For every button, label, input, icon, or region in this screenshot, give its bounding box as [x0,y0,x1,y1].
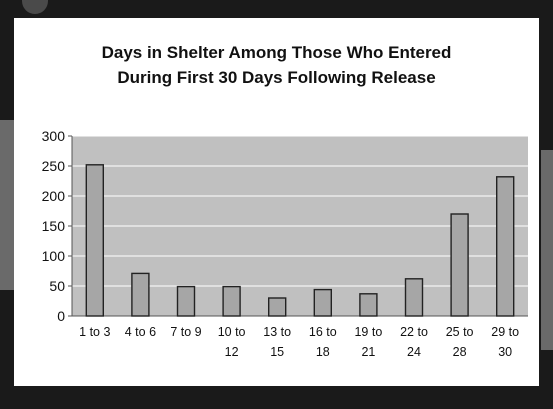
bar [404,278,424,317]
x-tick-label: 22 to [400,325,428,339]
y-tick-label: 0 [57,308,65,324]
background-edge-left [0,120,14,290]
chart-title-line-2: During First 30 Days Following Release [117,68,436,87]
x-tick-label: 1 to 3 [79,325,110,339]
bar [176,285,196,317]
y-tick-label: 100 [42,248,66,264]
chart-slide: Days in Shelter Among Those Who Entered … [14,18,539,386]
x-tick-label: 28 [453,345,467,359]
x-tick-label: 30 [498,345,512,359]
x-tick-label: 21 [361,345,375,359]
bar [313,288,332,317]
y-tick-label: 300 [42,128,66,144]
x-tick-label: 16 to [309,325,337,339]
chart-title-line-1: Days in Shelter Among Those Who Entered [101,43,452,62]
x-tick-label: 19 to [354,325,382,339]
chart-title: Days in Shelter Among Those Who Entered … [14,40,539,90]
y-tick-label: 50 [49,278,65,294]
x-tick-label: 13 to [263,325,291,339]
bar [359,293,378,317]
y-tick-label: 200 [42,188,66,204]
bar [450,213,469,317]
bar [496,176,515,317]
x-tick-label: 7 to 9 [170,325,201,339]
x-tick-label: 29 to [491,325,519,339]
background-decoration [22,0,48,14]
x-tick-label: 10 to [218,325,246,339]
background-edge-right [541,150,553,350]
bar [131,272,150,317]
x-tick-label: 12 [225,345,239,359]
bar [267,297,287,317]
x-tick-label: 25 to [446,325,474,339]
x-tick-label: 15 [270,345,284,359]
bar [85,164,105,317]
x-tick-label: 18 [316,345,330,359]
y-tick-label: 150 [42,218,66,234]
bar [222,285,241,317]
x-tick-label: 4 to 6 [125,325,156,339]
bar-chart: 0 50 100 150 200 250 300 1 to 3 4 to 6 7 to 9 10 t… [42,128,528,359]
y-tick-label: 250 [42,158,66,174]
x-tick-label: 24 [407,345,421,359]
